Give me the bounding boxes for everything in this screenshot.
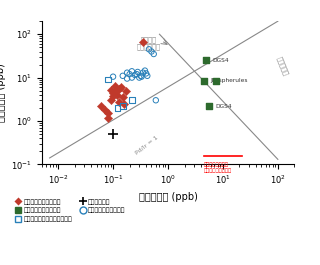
Point [139,74,144,79]
Point [132,73,138,77]
Text: 雕石の領域: 雕石の領域 [276,56,289,77]
Text: 白亜紀末絶滅期の
イリジウム濃度範囲: 白亜紀末絶滅期の イリジウム濃度範囲 [204,162,232,173]
Text: Pd/Ir = 1: Pd/Ir = 1 [134,135,158,155]
Point [120,104,125,108]
Point [110,91,116,95]
Point [149,49,154,54]
Point [129,69,134,73]
Point [123,89,128,94]
Point [140,70,146,75]
Point [138,74,143,78]
Point [105,111,110,116]
Point [113,89,118,93]
Point [118,85,124,89]
Point [124,76,130,81]
Point [213,78,219,83]
Point [105,115,110,120]
Point [146,47,151,51]
Point [115,106,120,110]
Point [122,101,127,106]
Point [108,98,113,102]
Point [108,88,113,92]
Y-axis label: パラジウム (ppb): パラジウム (ppb) [0,63,5,122]
Point [129,98,134,102]
Point [127,72,132,76]
X-axis label: イリジウム (ppb): イリジウム (ppb) [139,192,197,202]
Point [137,76,142,80]
Point [98,104,103,108]
Point [201,78,206,83]
Point [117,99,122,104]
Text: 地球上の
火山岩の領域: 地球上の 火山岩の領域 [137,36,161,50]
Point [105,77,110,82]
Legend: 今回の堆積物のデータ, 隔石落下による堆積物, ホットスポットなどの火山岩, 地殻の平均値, オントンジャワの溶岩: 今回の堆積物のデータ, 隔石落下による堆積物, ホットスポットなどの火山岩, 地… [14,199,126,222]
Point [153,98,158,102]
Point [120,95,125,99]
Point [134,72,139,76]
Point [135,70,140,74]
Point [144,71,149,76]
Point [129,76,134,80]
Point [113,83,118,88]
Point [145,74,150,78]
Point [140,40,146,45]
Point [115,93,120,97]
Point [204,58,209,63]
Point [110,94,116,98]
Text: DGS4: DGS4 [213,58,229,63]
Point [124,70,130,75]
Point [110,74,116,79]
Point [102,108,107,112]
Point [151,52,156,56]
Text: JIL spherules: JIL spherules [210,78,248,83]
Point [142,68,148,73]
Point [117,87,122,91]
Point [120,74,125,78]
Point [206,104,211,108]
Text: DGS4: DGS4 [215,104,232,109]
